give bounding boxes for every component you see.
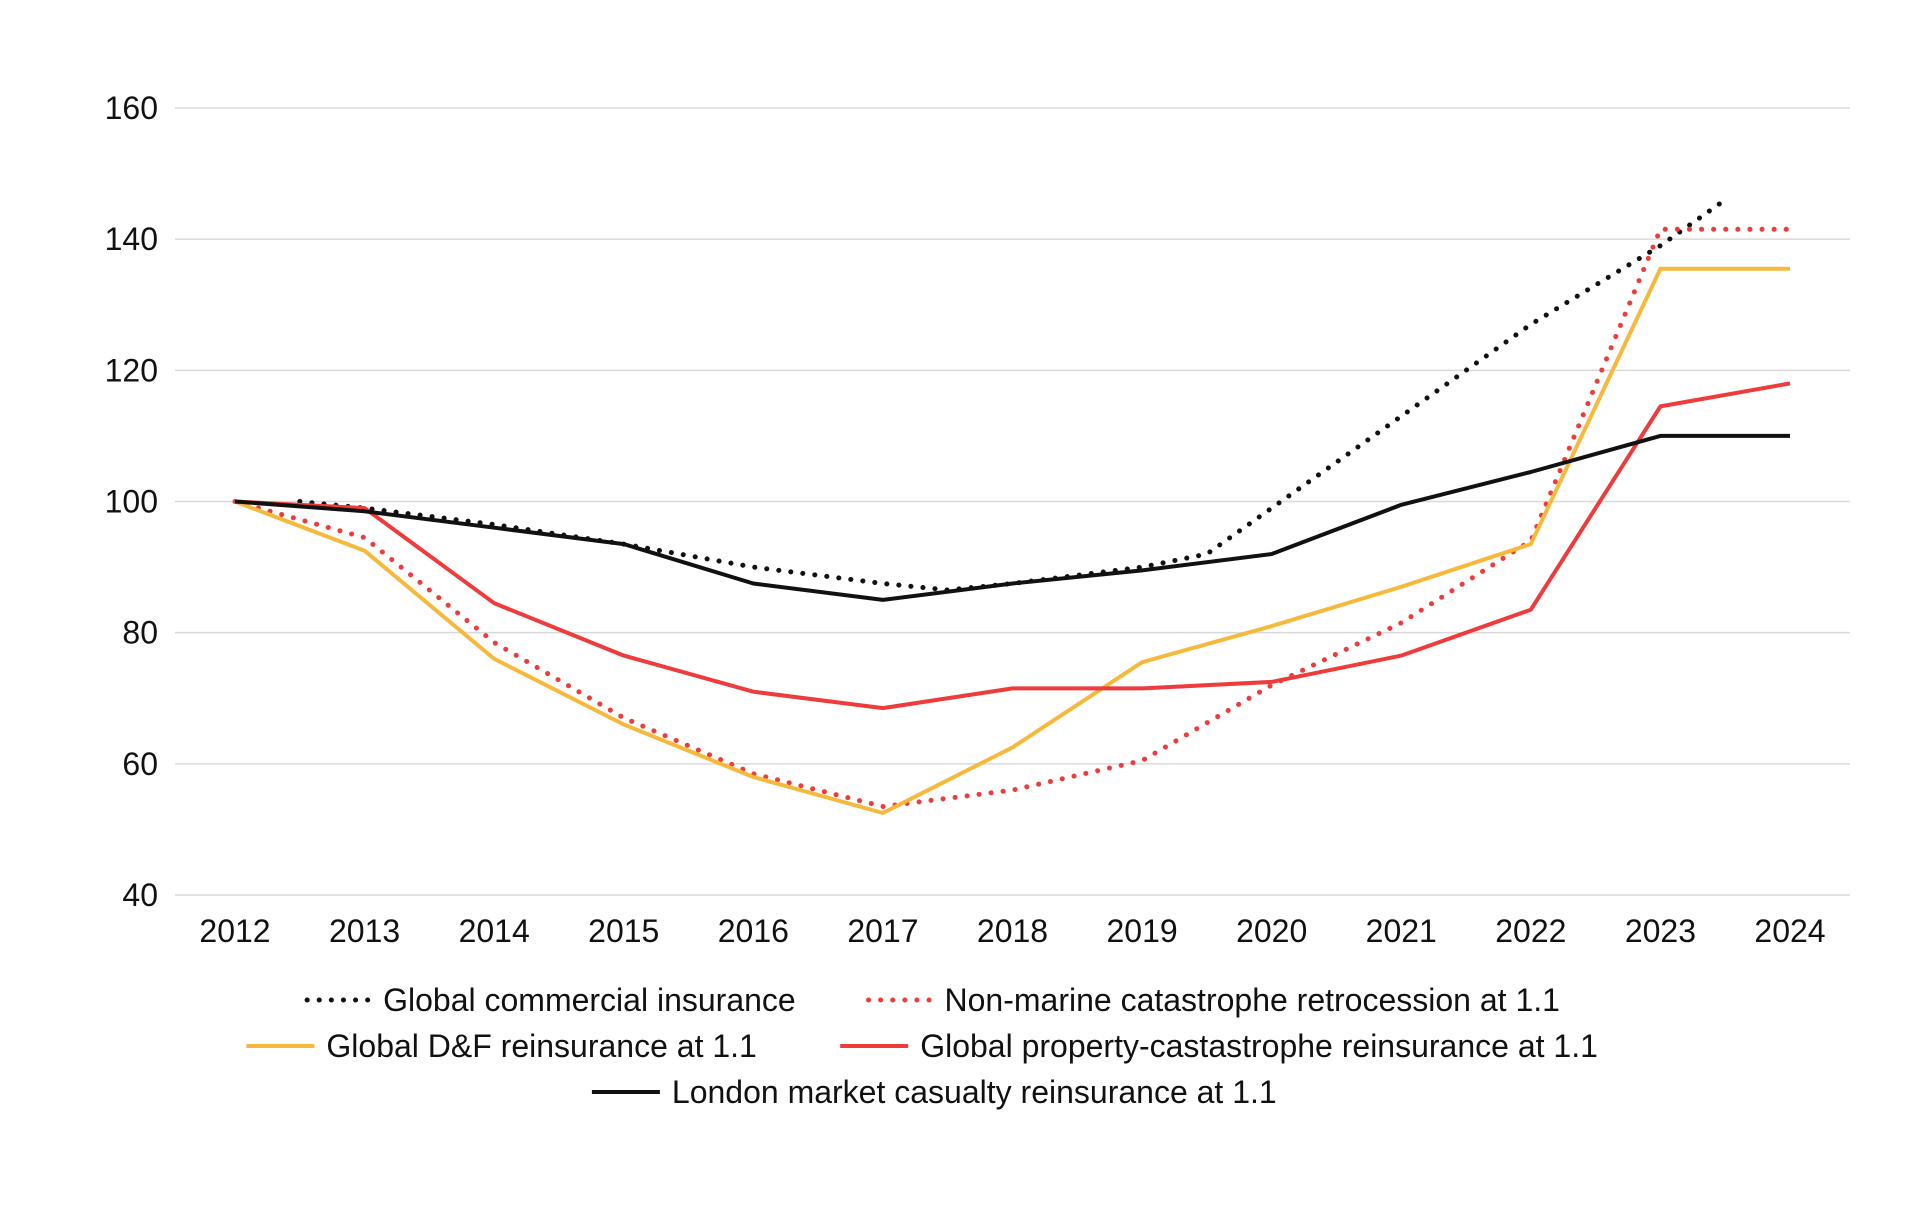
legend-label-0: Global commercial insurance — [383, 982, 796, 1018]
y-tick-label: 80 — [122, 615, 158, 651]
series-lines — [232, 197, 1793, 815]
y-tick-label: 160 — [105, 90, 158, 126]
gridlines — [175, 107, 1850, 896]
x-tick-label: 2014 — [459, 913, 530, 949]
series-line-0 — [297, 197, 1728, 593]
x-tick-label: 2023 — [1625, 913, 1696, 949]
y-tick-label: 100 — [105, 484, 158, 520]
series-line-3 — [234, 381, 1791, 711]
x-axis-ticks: 2012 2013 2014 2015 2016 2017 2018 2019 2020 2021… — [199, 913, 1825, 949]
x-tick-label: 2020 — [1236, 913, 1307, 949]
x-tick-label: 2017 — [847, 913, 918, 949]
x-tick-label: 2022 — [1495, 913, 1566, 949]
legend-label-3: Global property-castastrophe reinsurance… — [920, 1028, 1598, 1064]
y-tick-label: 60 — [122, 746, 158, 782]
x-tick-label: 2013 — [329, 913, 400, 949]
x-tick-label: 2018 — [977, 913, 1048, 949]
y-tick-label: 140 — [105, 221, 158, 257]
y-tick-label: 40 — [122, 877, 158, 913]
x-tick-label: 2021 — [1366, 913, 1437, 949]
x-tick-label: 2016 — [718, 913, 789, 949]
series-line-2 — [234, 266, 1790, 815]
y-tick-label: 120 — [105, 352, 158, 388]
series-line-1 — [232, 226, 1793, 809]
legend-label-4: London market casualty reinsurance at 1.… — [672, 1074, 1277, 1110]
legend-label-1: Non-marine catastrophe retrocession at 1… — [945, 982, 1560, 1018]
series-line-4 — [234, 433, 1790, 602]
y-axis-ticks: 40 60 80 100 120 140 160 — [105, 90, 158, 913]
x-tick-label: 2024 — [1754, 913, 1825, 949]
x-tick-label: 2012 — [199, 913, 270, 949]
x-tick-label: 2015 — [588, 913, 659, 949]
legend: Global commercial insurance Non-marine ca… — [246, 982, 1598, 1110]
x-tick-label: 2019 — [1106, 913, 1177, 949]
legend-label-2: Global D&F reinsurance at 1.1 — [326, 1028, 756, 1064]
